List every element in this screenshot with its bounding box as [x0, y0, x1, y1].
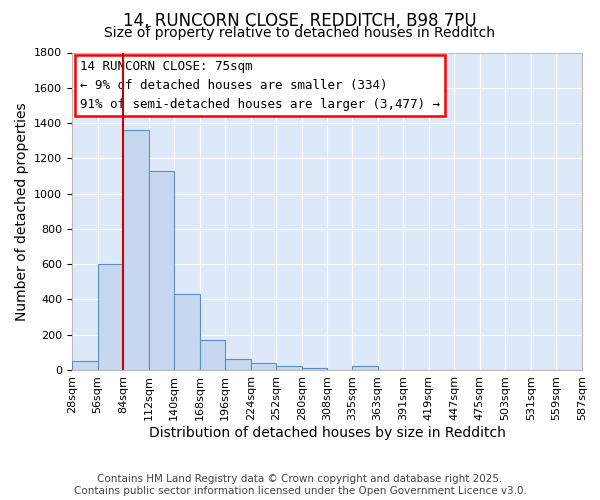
- Y-axis label: Number of detached properties: Number of detached properties: [14, 102, 29, 320]
- Bar: [149, 170, 174, 370]
- Text: 14 RUNCORN CLOSE: 75sqm
← 9% of detached houses are smaller (334)
91% of semi-de: 14 RUNCORN CLOSE: 75sqm ← 9% of detached…: [80, 60, 440, 112]
- Bar: [200, 340, 225, 370]
- Bar: [174, 294, 200, 370]
- Bar: [277, 366, 302, 370]
- Bar: [302, 368, 328, 370]
- Text: Contains HM Land Registry data © Crown copyright and database right 2025.
Contai: Contains HM Land Registry data © Crown c…: [74, 474, 526, 496]
- Bar: [123, 130, 149, 370]
- Bar: [352, 366, 377, 370]
- Bar: [72, 361, 98, 370]
- Bar: [98, 264, 123, 370]
- Text: Size of property relative to detached houses in Redditch: Size of property relative to detached ho…: [104, 26, 496, 40]
- X-axis label: Distribution of detached houses by size in Redditch: Distribution of detached houses by size …: [149, 426, 505, 440]
- Bar: [251, 363, 277, 370]
- Text: 14, RUNCORN CLOSE, REDDITCH, B98 7PU: 14, RUNCORN CLOSE, REDDITCH, B98 7PU: [123, 12, 477, 30]
- Bar: [225, 358, 251, 370]
